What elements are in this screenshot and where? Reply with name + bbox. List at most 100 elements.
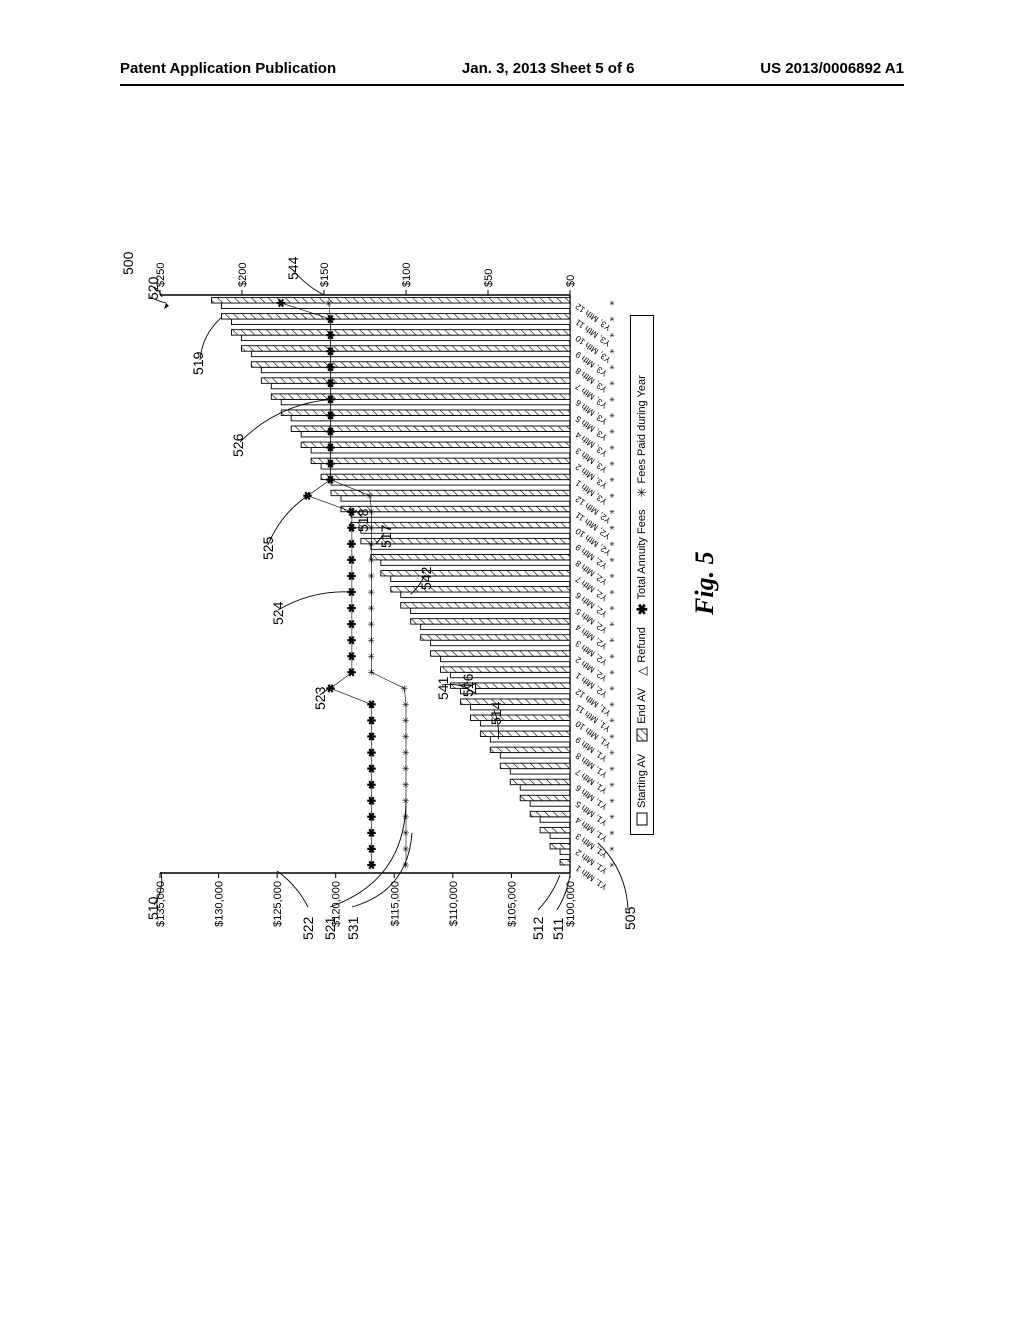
figure-wrap: $100,000$105,000$110,000$115,000$120,000… [150,235,950,935]
svg-text:✳: ✳ [367,668,377,676]
svg-text:✳: ✳ [401,813,411,821]
svg-text:✳: ✳ [367,556,377,564]
ref-526: 526 [230,434,246,457]
svg-text:✱: ✱ [366,732,378,741]
svg-text:✳: ✳ [608,509,616,515]
svg-text:✳: ✳ [608,316,616,322]
svg-text:✳: ✳ [326,459,336,467]
svg-text:✳: ✳ [401,732,411,740]
svg-text:✱: ✱ [347,555,359,564]
legend: Starting AV End AV △ Refund ✱ Total Annu… [630,315,654,835]
svg-text:✳: ✳ [365,491,375,499]
svg-text:✳: ✳ [608,557,616,563]
svg-text:✱: ✱ [366,828,378,837]
svg-text:✱: ✱ [366,812,378,821]
ref-544: 544 [285,257,301,280]
legend-total-fees: ✱ Total Annuity Fees [634,510,651,616]
svg-text:✳: ✳ [608,541,616,547]
ref-516: 516 [460,674,476,697]
svg-text:$100: $100 [401,263,413,287]
svg-text:✳: ✳ [608,412,616,418]
svg-text:✳: ✳ [326,347,336,355]
svg-text:$125,000: $125,000 [272,881,284,927]
svg-text:✱: ✱ [366,764,378,773]
header-rule [120,84,904,86]
svg-text:✳: ✳ [326,411,336,419]
svg-text:✳: ✳ [608,685,616,691]
ref-524: 524 [270,602,286,625]
svg-text:✱: ✱ [366,700,378,709]
ref-531: 531 [345,917,361,940]
svg-text:✳: ✳ [608,750,616,756]
svg-text:✳: ✳ [401,748,411,756]
svg-text:✳: ✳ [326,315,336,323]
svg-text:$0: $0 [565,275,577,287]
ref-512: 512 [530,917,546,940]
svg-text:✳: ✳ [608,493,616,499]
svg-text:✳: ✳ [608,525,616,531]
svg-text:✳: ✳ [608,701,616,707]
svg-text:$130,000: $130,000 [214,881,226,927]
svg-text:✳: ✳ [608,444,616,450]
svg-text:✱: ✱ [366,796,378,805]
ref-522: 522 [300,917,316,940]
svg-text:$110,000: $110,000 [448,881,460,926]
svg-text:✳: ✳ [608,846,616,852]
svg-text:✱: ✱ [366,860,378,869]
legend-fees-paid: ✳ Fees Paid during Year [635,375,649,497]
svg-text:✱: ✱ [347,539,359,548]
header-right: US 2013/0006892 A1 [760,60,904,77]
svg-text:✳: ✳ [608,653,616,659]
svg-text:✱: ✱ [276,298,288,307]
svg-text:$115,000: $115,000 [389,881,401,926]
svg-text:✳: ✳ [401,764,411,772]
ref-525: 525 [260,537,276,560]
svg-text:✳: ✳ [326,475,336,483]
svg-text:✳: ✳ [326,363,336,371]
svg-text:✳: ✳ [608,782,616,788]
svg-text:✱: ✱ [347,636,359,645]
svg-text:✳: ✳ [367,636,377,644]
ref-519: 519 [190,352,206,375]
svg-text:✳: ✳ [608,830,616,836]
svg-text:✳: ✳ [367,588,377,596]
ref-511: 511 [550,918,566,940]
header-left: Patent Application Publication [120,60,336,77]
ref-505: 505 [622,907,638,930]
svg-text:✱: ✱ [347,652,359,661]
svg-text:✱: ✱ [366,748,378,757]
svg-text:✳: ✳ [326,331,336,339]
svg-text:✳: ✳ [608,364,616,370]
svg-text:$200: $200 [237,263,249,287]
ref-542: 542 [418,567,434,590]
svg-text:✱: ✱ [347,668,359,677]
svg-text:✱: ✱ [366,844,378,853]
legend-starting-av: Starting AV [636,754,648,826]
svg-text:$150: $150 [319,263,331,287]
svg-text:✱: ✱ [347,571,359,580]
svg-text:✳: ✳ [324,299,334,307]
svg-text:✳: ✳ [400,684,410,692]
svg-text:✳: ✳ [608,589,616,595]
svg-text:$50: $50 [483,269,495,287]
svg-text:✳: ✳ [326,443,336,451]
ref-520: 520 [145,277,161,300]
svg-text:✱: ✱ [366,716,378,725]
svg-text:✳: ✳ [608,573,616,579]
ref-517: 517 [378,525,394,548]
svg-text:✳: ✳ [608,396,616,402]
svg-text:✳: ✳ [401,716,411,724]
svg-text:✳: ✳ [608,461,616,467]
svg-text:✳: ✳ [608,428,616,434]
svg-text:✳: ✳ [608,669,616,675]
ref-541: 541 [435,677,451,700]
svg-text:✳: ✳ [401,700,411,708]
legend-refund: △ Refund [635,627,649,676]
header-center: Jan. 3, 2013 Sheet 5 of 6 [462,60,635,77]
ref-521: 521 [322,917,338,940]
svg-text:✳: ✳ [608,300,616,306]
svg-text:✳: ✳ [608,477,616,483]
svg-text:✳: ✳ [367,652,377,660]
svg-text:✳: ✳ [608,348,616,354]
svg-text:✳: ✳ [608,605,616,611]
